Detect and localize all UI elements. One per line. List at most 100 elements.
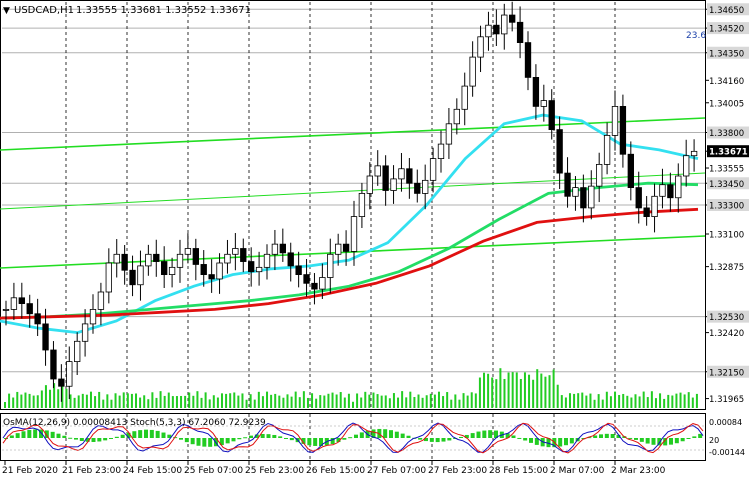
volume-bar (175, 396, 178, 408)
level-price-badge (707, 365, 749, 378)
volume-bar (442, 396, 445, 408)
candle-body (66, 361, 73, 387)
volume-bar (253, 399, 256, 408)
volume-bar (618, 394, 621, 408)
volume-bar (261, 396, 264, 408)
osma-bar (126, 432, 131, 438)
osma-bar (424, 438, 428, 442)
level-price-badge (707, 310, 749, 323)
osma-bar (558, 438, 563, 447)
volume-bar (40, 390, 43, 408)
osma-bar (441, 438, 446, 442)
candle-body (635, 187, 642, 209)
osma-bar (9, 435, 14, 438)
osma-bar (651, 438, 656, 445)
osma-bar (68, 437, 73, 439)
volume-bar (81, 393, 84, 408)
volume-bar (290, 396, 293, 408)
volume-bar (487, 373, 490, 408)
fib-level-label: 23.6 (686, 31, 706, 41)
osma-bar (628, 437, 633, 439)
time-tick-label: 21 Feb 23:00 (62, 466, 121, 476)
current-price-badge (707, 145, 749, 158)
level-price-badge (707, 46, 749, 59)
volume-bar (102, 399, 105, 408)
candle-body (10, 297, 18, 310)
candle-body (26, 303, 33, 315)
time-tick-label: 24 Feb 15:00 (123, 466, 182, 476)
osma-bar (511, 435, 516, 438)
candle-body (422, 179, 429, 194)
osma-bar (161, 432, 166, 438)
volume-bar (687, 392, 690, 408)
osma-bar (389, 430, 393, 438)
volume-bar (519, 378, 522, 408)
volume-bar (454, 394, 457, 408)
volume-bar (200, 397, 203, 408)
channel-line (0, 117, 706, 151)
candle-body (588, 185, 595, 209)
osma-bar (371, 429, 376, 438)
osma-bar (219, 438, 224, 446)
volume-bar (233, 392, 236, 408)
osma-bar (266, 434, 271, 438)
volume-bar (679, 392, 682, 408)
osma-bar (359, 432, 364, 438)
volume-bar (532, 379, 535, 408)
volume-bar (691, 397, 694, 408)
candle-body (113, 253, 120, 264)
candle-body (248, 261, 255, 273)
osma-bar (383, 429, 388, 438)
osma-bar (44, 430, 49, 438)
candle-body (255, 266, 263, 273)
volume-bar (577, 393, 580, 408)
osma-bar (50, 431, 55, 438)
candle-body (469, 56, 476, 87)
price-tick-label: 1.33671 (709, 148, 748, 158)
candle-body (184, 248, 192, 255)
osma-bar (348, 437, 353, 439)
osma-bar (634, 438, 638, 440)
volume-bar (85, 394, 88, 408)
volume-bar (159, 391, 162, 408)
candle-body (168, 266, 176, 276)
volume-bar (446, 392, 449, 408)
price-tick-label: 1.33555 (709, 165, 744, 175)
volume-bar (184, 395, 187, 408)
candle-body (208, 274, 215, 280)
osma-bar (196, 438, 201, 446)
volume-bar (155, 397, 158, 408)
osma-bar (459, 436, 463, 438)
volume-bar (352, 401, 354, 408)
candle-body (145, 253, 152, 267)
osma-bar (394, 431, 399, 438)
volume-bar (335, 394, 338, 408)
osma-bar (663, 438, 668, 446)
volume-bar (384, 395, 387, 408)
osma-bar (179, 438, 183, 440)
candle-body (524, 42, 532, 78)
osma-bar (114, 436, 119, 438)
osma-bar (237, 438, 242, 440)
candle-body (105, 262, 112, 293)
volume-bar (515, 372, 518, 408)
volume-bar (122, 392, 125, 408)
osma-bar (272, 434, 277, 438)
volume-bar (163, 395, 166, 408)
candle-body (564, 172, 571, 197)
price-tick-label: 1.34520 (709, 25, 744, 35)
volume-bar (270, 394, 273, 408)
candle-body (548, 100, 555, 130)
osma-bar (254, 434, 259, 438)
price-tick-label: 1.34005 (709, 99, 744, 109)
candle-body (366, 175, 373, 194)
volume-bar (180, 395, 183, 408)
candle-body (319, 277, 326, 290)
indicator-panel-frame (0, 413, 706, 461)
candle-body (161, 261, 168, 275)
volume-bar (601, 399, 604, 408)
volume-bar (659, 393, 662, 408)
osma-bar (657, 438, 662, 446)
